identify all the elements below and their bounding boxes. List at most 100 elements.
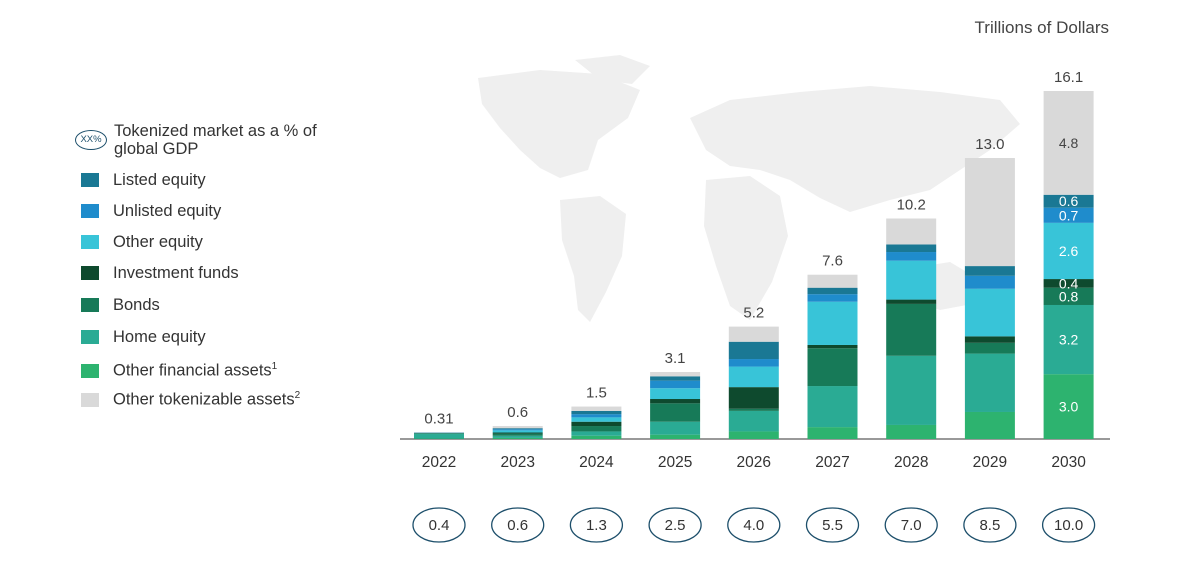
bars-group: 3.03.20.80.42.60.70.64.8: [414, 91, 1094, 439]
bar-2028-bonds: [886, 303, 937, 356]
bar-2029-home-equity: [964, 353, 1015, 412]
bar-2030-home-equity: [1043, 304, 1094, 375]
segment-label-2030-other-financial-assets: 3.0: [1059, 399, 1079, 415]
bar-2023-bonds: [492, 433, 543, 436]
bar-2026-other-financial-assets: [728, 431, 779, 439]
bar-2028-home-equity: [886, 355, 937, 425]
bar-2028-other-equity: [886, 260, 937, 300]
bar-2022-home-equity: [414, 434, 464, 439]
legend-swatch: [81, 298, 99, 312]
total-label-2026: 5.2: [743, 305, 764, 322]
gdp-oval-2028: [884, 507, 938, 543]
year-label-2024: 2024: [579, 454, 614, 471]
legend-gdp-share: XX% Tokenized market as a % of global GD…: [75, 122, 395, 158]
legend-items: Listed equity Unlisted equity Other equity…: [75, 170, 395, 410]
legend-label: Bonds: [113, 295, 160, 314]
total-label-2022: 0.31: [424, 410, 453, 427]
bar-2028-unlisted-equity: [886, 252, 937, 261]
bar-2024-other-equity: [571, 417, 622, 422]
bar-2027-other-tokenizable-assets: [807, 274, 858, 288]
total-label-2030: 16.1: [1054, 69, 1083, 86]
unit-label: Trillions of Dollars: [974, 18, 1109, 37]
gdp-value-2024: 1.3: [586, 517, 607, 534]
legend: XX% Tokenized market as a % of global GD…: [75, 122, 395, 410]
gdp-value-2026: 4.0: [743, 517, 764, 534]
legend-item-investment-funds: Investment funds: [75, 263, 395, 283]
bar-2029-other-tokenizable-assets: [964, 158, 1015, 267]
legend-swatch: [81, 266, 99, 280]
bar-2026-investment-funds: [728, 387, 779, 409]
legend-item-other-financial-assets: Other financial assets1: [75, 361, 395, 381]
bar-2025-other-financial-assets: [650, 434, 701, 439]
bar-2024-investment-funds: [571, 421, 622, 427]
bar-2025-unlisted-equity: [650, 380, 701, 389]
legend-swatch: [81, 330, 99, 344]
world-map-background: [478, 55, 1020, 322]
legend-swatch: [81, 364, 99, 378]
bar-2023-other-tokenizable-assets: [492, 426, 543, 429]
year-label-2027: 2027: [815, 454, 849, 471]
bar-2029-investment-funds: [964, 336, 1015, 343]
bar-2022-bonds: [414, 433, 464, 435]
gdp-share-group: 0.4 0.6 1.3 2.5 4.0 5.5 7.0 8.5 10.0: [412, 507, 1096, 543]
bar-2030-investment-funds: [1043, 279, 1094, 288]
gdp-value-2028: 7.0: [901, 517, 922, 534]
bar-2024-home-equity: [571, 431, 622, 436]
gdp-oval-2029: [963, 507, 1017, 543]
bar-2026-other-tokenizable-assets: [728, 326, 779, 342]
bar-2027-home-equity: [807, 386, 858, 428]
bar-2029-other-equity: [964, 288, 1015, 337]
bar-2029-bonds: [964, 342, 1015, 354]
bar-2029-listed-equity: [964, 266, 1015, 276]
gdp-value-2027: 5.5: [822, 517, 843, 534]
legend-label: Other equity: [113, 232, 203, 251]
bar-2026-other-equity: [728, 366, 779, 388]
year-labels-group: 2022 2023 2024 2025 2026 2027 2028 2029 2030: [422, 454, 1086, 471]
gdp-oval-2024: [569, 507, 624, 543]
segment-label-2030-other-tokenizable-assets: 4.8: [1059, 135, 1079, 151]
gdp-value-2030: 10.0: [1054, 517, 1083, 534]
bar-2023-unlisted-equity: [492, 429, 543, 431]
bar-2023-listed-equity: [492, 428, 543, 430]
bar-2025-listed-equity: [650, 376, 701, 381]
bar-2028-investment-funds: [886, 299, 937, 304]
bar-2030-other-equity: [1043, 222, 1094, 280]
bar-2025-other-equity: [650, 388, 701, 400]
bar-2027-bonds: [807, 348, 858, 387]
bar-2030-other-tokenizable-assets: [1043, 91, 1094, 195]
bar-2030-bonds: [1043, 287, 1094, 305]
bar-2030-listed-equity: [1043, 194, 1094, 208]
gdp-value-2023: 0.6: [507, 517, 528, 534]
bar-2023-other-equity: [492, 430, 543, 433]
legend-label: Other financial assets1: [113, 361, 278, 380]
segment-label-2030-investment-funds: 0.4: [1059, 275, 1079, 291]
gdp-value-2025: 2.5: [665, 517, 686, 534]
year-label-2023: 2023: [500, 454, 534, 471]
total-label-2029: 13.0: [975, 136, 1004, 153]
bar-2024-listed-equity: [571, 410, 622, 415]
total-label-2025: 3.1: [665, 350, 686, 367]
bar-2027-unlisted-equity: [807, 294, 858, 302]
bar-2027-other-equity: [807, 301, 858, 345]
total-label-2027: 7.6: [822, 253, 843, 270]
bar-2030-unlisted-equity: [1043, 207, 1094, 223]
legend-item-bonds: Bonds: [75, 295, 395, 315]
bar-2026-home-equity: [728, 410, 779, 432]
year-label-2030: 2030: [1051, 454, 1086, 471]
bar-2023-home-equity: [492, 435, 543, 438]
legend-item-listed-equity: Listed equity: [75, 170, 395, 190]
legend-swatch: [81, 173, 99, 187]
year-label-2025: 2025: [658, 454, 692, 471]
bar-2028-other-tokenizable-assets: [886, 218, 937, 245]
legend-item-other-equity: Other equity: [75, 232, 395, 252]
segment-label-2030-listed-equity: 0.6: [1059, 193, 1079, 209]
legend-label: Unlisted equity: [113, 201, 222, 220]
bar-2025-other-tokenizable-assets: [650, 371, 701, 377]
gdp-value-2029: 8.5: [979, 517, 1000, 534]
year-label-2028: 2028: [894, 454, 928, 471]
bar-2023-other-financial-assets: [492, 437, 543, 439]
bar-2025-home-equity: [650, 421, 701, 435]
bar-2024-unlisted-equity: [571, 414, 622, 418]
bar-2024-other-tokenizable-assets: [571, 406, 622, 411]
